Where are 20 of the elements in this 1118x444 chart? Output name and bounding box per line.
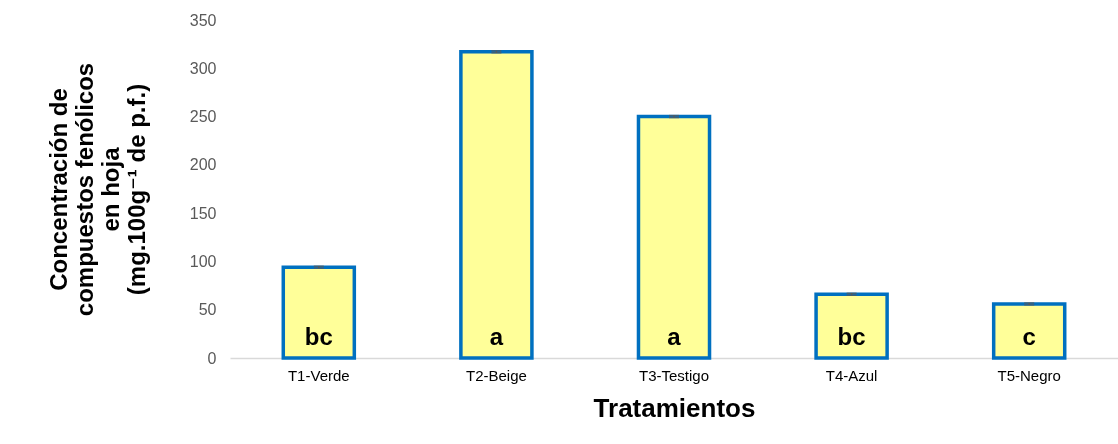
x-tick-label: T5-Negro	[997, 366, 1061, 384]
x-axis-title: Tratamientos	[593, 392, 756, 423]
annotation: c	[1022, 323, 1036, 350]
x-tick-label: T1-Verde	[287, 366, 350, 384]
y-tick-label: 150	[189, 204, 217, 222]
y-tick-label: 200	[189, 156, 217, 174]
y-tick-label: 350	[189, 11, 217, 29]
y-tick-label: 100	[189, 252, 217, 270]
y-tick-label: 300	[189, 59, 217, 77]
annotation: a	[489, 323, 504, 350]
y-tick-label: 250	[189, 108, 217, 126]
x-tick-label: T2-Beige	[465, 366, 527, 384]
annotation: a	[667, 323, 682, 350]
x-tick-label: T3-Testigo	[638, 366, 710, 384]
y-tick-label: 50	[198, 301, 217, 319]
annotation: bc	[304, 323, 333, 350]
y-axis-title: Concentración de compuestos fenólicos en hoja (mg.100g⁻¹ de p.f.)	[44, 62, 150, 317]
annotation: bc	[837, 323, 866, 350]
x-tick-label: T4-Azul	[825, 366, 878, 384]
y-tick-label: 0	[207, 349, 217, 367]
